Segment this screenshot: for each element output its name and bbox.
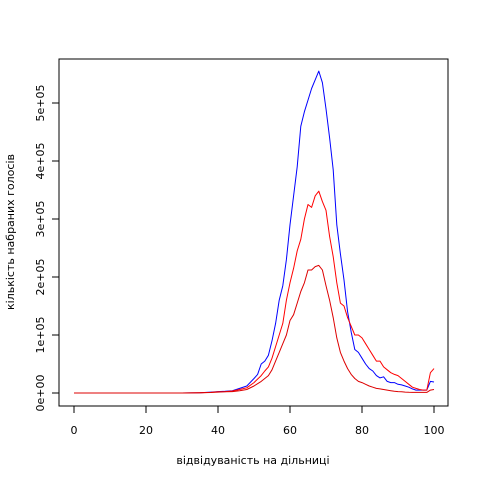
y-axis: 0e+00 1e+05 2e+05 3e+05 4e+05 5e+05	[34, 85, 60, 412]
y-tick-label: 2e+05	[34, 259, 47, 296]
x-axis-title: відвідуваність на дільниці	[176, 454, 329, 467]
x-tick-label: 100	[424, 424, 445, 437]
y-tick-label: 3e+05	[34, 201, 47, 238]
x-tick-label: 60	[283, 424, 297, 437]
series-group	[74, 70, 435, 394]
series-line-3	[74, 264, 435, 394]
series-line-2	[74, 190, 435, 394]
x-axis: 0 20 40 60 80 100	[71, 405, 445, 437]
y-tick-label: 1e+05	[34, 317, 47, 354]
x-tick-label: 40	[211, 424, 225, 437]
plot-area-frame	[58, 58, 449, 407]
y-tick-label: 4e+05	[34, 143, 47, 180]
x-tick-label: 20	[139, 424, 153, 437]
x-tick-label: 0	[71, 424, 78, 437]
y-tick-label: 0e+00	[34, 375, 47, 412]
y-axis-title: кількість набраних голосів	[4, 154, 17, 310]
series-line-1	[74, 70, 435, 394]
y-tick-label: 5e+05	[34, 85, 47, 122]
x-tick-label: 80	[355, 424, 369, 437]
